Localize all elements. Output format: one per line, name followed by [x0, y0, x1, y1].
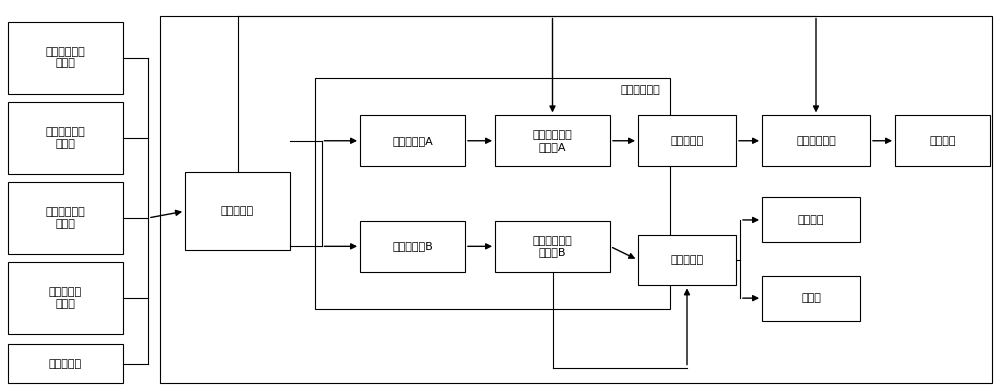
Text: 模糊控制器B: 模糊控制器B — [392, 241, 433, 251]
FancyBboxPatch shape — [360, 115, 465, 166]
FancyBboxPatch shape — [185, 172, 290, 250]
Text: 数据库模块: 数据库模块 — [221, 206, 254, 216]
FancyBboxPatch shape — [762, 115, 870, 166]
Text: 功率控制模块: 功率控制模块 — [620, 85, 660, 95]
FancyBboxPatch shape — [8, 344, 123, 383]
FancyBboxPatch shape — [495, 221, 610, 272]
Text: 蓄电池: 蓄电池 — [801, 293, 821, 303]
FancyBboxPatch shape — [895, 115, 990, 166]
Text: 热泵系统功率
传感器: 热泵系统功率 传感器 — [46, 127, 85, 149]
Text: 发电功率波动
传感器: 发电功率波动 传感器 — [46, 47, 85, 68]
FancyBboxPatch shape — [360, 221, 465, 272]
Text: 超级电容功率
传感器: 超级电容功率 传感器 — [46, 207, 85, 229]
Text: 滤波时间常数
控制器B: 滤波时间常数 控制器B — [533, 235, 572, 257]
FancyBboxPatch shape — [495, 115, 610, 166]
FancyBboxPatch shape — [762, 197, 860, 242]
Text: 高通滤波器: 高通滤波器 — [670, 255, 704, 265]
FancyBboxPatch shape — [638, 115, 736, 166]
Text: 低通滤波器: 低通滤波器 — [670, 136, 704, 146]
Text: 蓄电池功率
传感器: 蓄电池功率 传感器 — [49, 287, 82, 309]
Text: 温度控制模块: 温度控制模块 — [796, 136, 836, 146]
Text: 滤波时间常数
控制器A: 滤波时间常数 控制器A — [533, 130, 572, 152]
FancyBboxPatch shape — [8, 182, 123, 254]
FancyBboxPatch shape — [8, 262, 123, 334]
Text: 模糊控制器A: 模糊控制器A — [392, 136, 433, 146]
FancyBboxPatch shape — [638, 235, 736, 285]
FancyBboxPatch shape — [8, 22, 123, 94]
FancyBboxPatch shape — [8, 102, 123, 174]
Text: 室温传感器: 室温传感器 — [49, 359, 82, 369]
FancyBboxPatch shape — [762, 276, 860, 321]
Text: 热泵系统: 热泵系统 — [929, 136, 956, 146]
Text: 超级电容: 超级电容 — [798, 215, 824, 225]
